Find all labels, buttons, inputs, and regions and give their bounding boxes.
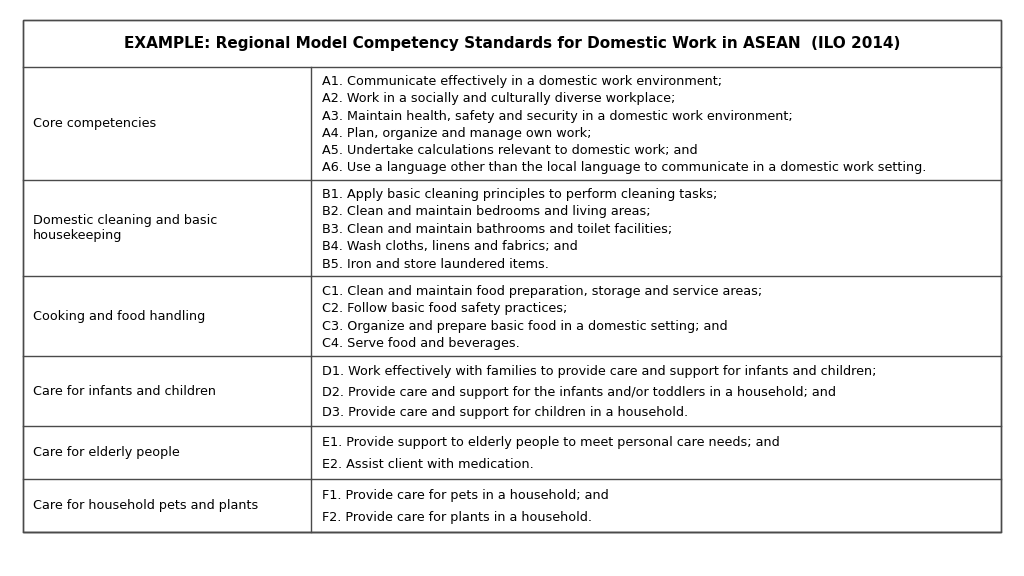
Text: B5. Iron and store laundered items.: B5. Iron and store laundered items. bbox=[322, 258, 549, 271]
Text: A2. Work in a socially and culturally diverse workplace;: A2. Work in a socially and culturally di… bbox=[322, 92, 675, 105]
Text: Core competencies: Core competencies bbox=[33, 117, 156, 130]
Text: A4. Plan, organize and manage own work;: A4. Plan, organize and manage own work; bbox=[322, 127, 591, 140]
Text: A3. Maintain health, safety and security in a domestic work environment;: A3. Maintain health, safety and security… bbox=[322, 109, 793, 123]
Text: E1. Provide support to elderly people to meet personal care needs; and: E1. Provide support to elderly people to… bbox=[322, 437, 779, 449]
Text: F2. Provide care for plants in a household.: F2. Provide care for plants in a househo… bbox=[322, 511, 592, 524]
Text: Domestic cleaning and basic
housekeeping: Domestic cleaning and basic housekeeping bbox=[33, 214, 217, 242]
Text: B2. Clean and maintain bedrooms and living areas;: B2. Clean and maintain bedrooms and livi… bbox=[322, 205, 650, 218]
Text: A5. Undertake calculations relevant to domestic work; and: A5. Undertake calculations relevant to d… bbox=[322, 144, 697, 157]
Text: B3. Clean and maintain bathrooms and toilet facilities;: B3. Clean and maintain bathrooms and toi… bbox=[322, 223, 672, 236]
Text: A6. Use a language other than the local language to communicate in a domestic wo: A6. Use a language other than the local … bbox=[322, 161, 926, 174]
Text: Cooking and food handling: Cooking and food handling bbox=[33, 310, 205, 323]
Text: EXAMPLE: Regional Model Competency Standards for Domestic Work in ASEAN  (ILO 20: EXAMPLE: Regional Model Competency Stand… bbox=[124, 36, 900, 51]
Text: F1. Provide care for pets in a household; and: F1. Provide care for pets in a household… bbox=[322, 490, 608, 502]
Text: Care for household pets and plants: Care for household pets and plants bbox=[33, 499, 258, 512]
Text: E2. Assist client with medication.: E2. Assist client with medication. bbox=[322, 458, 534, 471]
Text: C4. Serve food and beverages.: C4. Serve food and beverages. bbox=[322, 337, 519, 350]
Text: D3. Provide care and support for children in a household.: D3. Provide care and support for childre… bbox=[322, 406, 688, 419]
Text: C1. Clean and maintain food preparation, storage and service areas;: C1. Clean and maintain food preparation,… bbox=[322, 285, 762, 298]
Text: A1. Communicate effectively in a domestic work environment;: A1. Communicate effectively in a domesti… bbox=[322, 75, 722, 88]
Text: B4. Wash cloths, linens and fabrics; and: B4. Wash cloths, linens and fabrics; and bbox=[322, 240, 578, 253]
Text: C3. Organize and prepare basic food in a domestic setting; and: C3. Organize and prepare basic food in a… bbox=[322, 320, 727, 333]
Bar bbox=[23, 20, 1001, 532]
Text: Care for elderly people: Care for elderly people bbox=[33, 446, 179, 459]
Text: B1. Apply basic cleaning principles to perform cleaning tasks;: B1. Apply basic cleaning principles to p… bbox=[322, 188, 717, 200]
Bar bbox=[23, 20, 1001, 532]
Text: D1. Work effectively with families to provide care and support for infants and c: D1. Work effectively with families to pr… bbox=[322, 365, 877, 378]
Text: C2. Follow basic food safety practices;: C2. Follow basic food safety practices; bbox=[322, 302, 567, 315]
Text: D2. Provide care and support for the infants and/or toddlers in a household; and: D2. Provide care and support for the inf… bbox=[322, 386, 836, 399]
Text: Care for infants and children: Care for infants and children bbox=[33, 385, 216, 397]
